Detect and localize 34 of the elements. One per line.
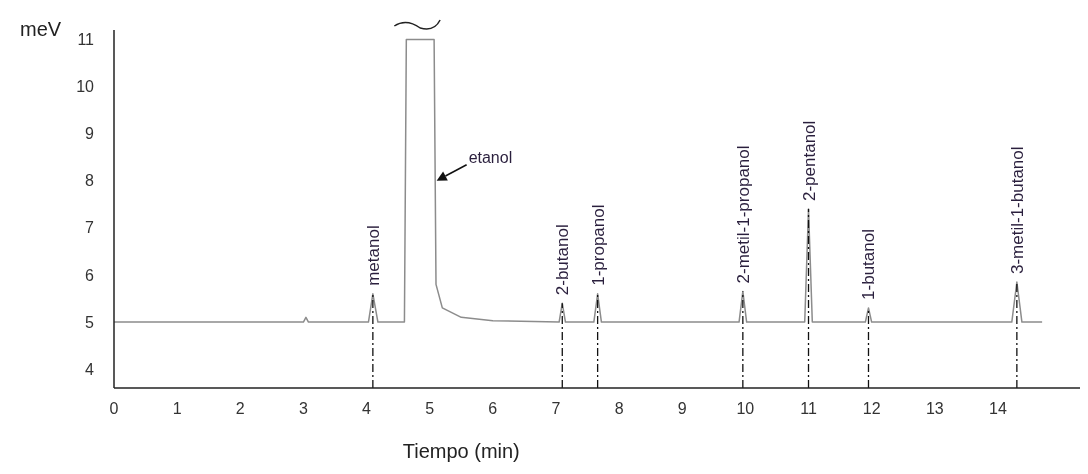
x-axis-title: Tiempo (min) <box>402 440 520 462</box>
x-tick-label: 12 <box>862 400 881 417</box>
ref-line-label: 2-butanol <box>553 224 573 296</box>
x-tick-label: 2 <box>235 400 245 417</box>
y-tick-label: 11 <box>77 31 95 49</box>
x-tick-label: 5 <box>425 400 435 417</box>
ref-line-label: metanol <box>363 225 383 286</box>
y-tick-label: 9 <box>85 125 95 143</box>
x-tick-label: 0 <box>109 400 119 417</box>
x-tick-label: 1 <box>172 400 182 417</box>
x-tick-label: 7 <box>551 400 561 417</box>
x-tick-label: 6 <box>488 400 498 417</box>
x-tick-label: 13 <box>925 400 944 417</box>
y-tick-label: 8 <box>85 172 95 190</box>
ref-line-label: 2-pentanol <box>799 120 819 201</box>
x-tick-label: 4 <box>362 400 372 417</box>
y-tick-label: 10 <box>76 78 95 96</box>
y-tick-label: 5 <box>85 313 95 331</box>
y-tick-label: 7 <box>85 219 95 237</box>
x-tick-label: 10 <box>736 400 755 417</box>
ref-line-label: 1-propanol <box>588 204 608 286</box>
x-tick-label: 14 <box>989 400 1007 417</box>
annotation: etanol <box>468 148 513 166</box>
x-tick-label: 11 <box>800 400 817 417</box>
ref-line-label: 3-metil-1-butanol <box>1007 146 1027 275</box>
x-tick-label: 3 <box>298 400 308 417</box>
ref-line-label: 1-butanol <box>859 229 879 300</box>
y-axis-title: meV <box>20 18 62 40</box>
line-series <box>113 38 1043 323</box>
ref-line-label: 2-metil-1-propanol <box>733 145 753 284</box>
y-tick-label: 6 <box>85 266 95 284</box>
x-tick-label: 8 <box>614 400 624 417</box>
y-tick-label: 4 <box>85 360 95 378</box>
x-tick-label: 9 <box>677 400 687 417</box>
